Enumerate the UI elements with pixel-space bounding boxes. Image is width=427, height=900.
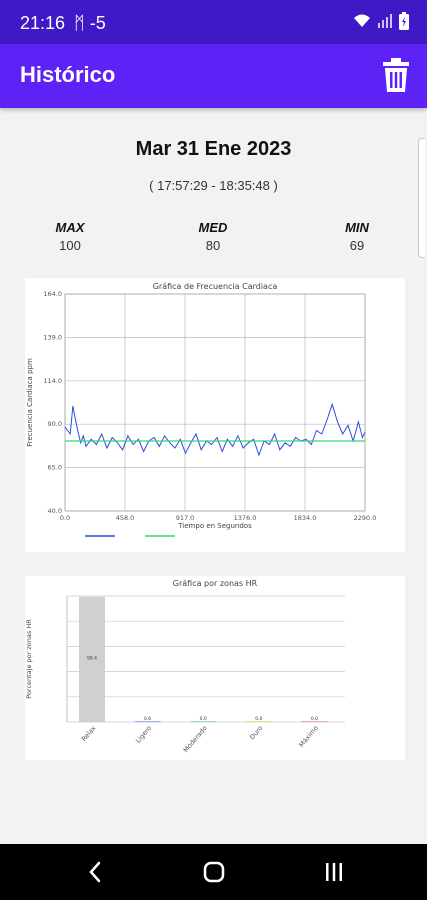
recent-apps-icon[interactable] xyxy=(319,858,349,886)
x-tick-label: 2290.0 xyxy=(354,514,377,522)
category-label: Máximo xyxy=(297,724,320,749)
status-bar: 21:16 ᛗ -5 xyxy=(0,0,427,44)
y-tick-label: 114.0 xyxy=(43,377,62,385)
session-time-range: ( 17:57:29 - 18:35:48 ) xyxy=(149,178,278,193)
bar-data-label: 0.0 xyxy=(311,716,318,722)
chart-title: Gráfica por zonas HR xyxy=(173,579,258,588)
heart-rate-chart-card: Gráfica de Frecuencia Cardiaca 0.0 458.0 91… xyxy=(25,278,405,552)
x-tick-label: 917.0 xyxy=(176,514,195,522)
stat-avg-value: 80 xyxy=(205,238,221,253)
y-tick-label: 40.0 xyxy=(48,507,62,515)
x-tick-label: 1834.0 xyxy=(294,514,317,522)
bar-data-label: 0.6 xyxy=(144,716,151,722)
stat-max-label: MAX xyxy=(55,220,85,235)
chart-title: Gráfica de Frecuencia Cardiaca xyxy=(153,282,278,291)
back-icon[interactable] xyxy=(80,858,110,886)
x-tick-label: 1376.0 xyxy=(234,514,257,522)
bar xyxy=(301,721,328,722)
hr-zones-chart: Gráfica por zonas HR Porcentaje por zonas… xyxy=(25,579,345,754)
bar-data-label: 99.4 xyxy=(87,655,97,661)
stat-min-label: MIN xyxy=(345,220,369,235)
plot-frame xyxy=(64,293,366,512)
category-label: Moderado xyxy=(182,724,209,754)
session-date: Mar 31 Ene 2023 xyxy=(135,138,292,160)
wifi-icon xyxy=(354,14,370,27)
x-tick-label: 0.0 xyxy=(60,514,70,522)
stat-avg-label: MED xyxy=(198,220,228,235)
bar xyxy=(190,721,217,722)
category-label: Ligero xyxy=(134,724,153,745)
stat-max: MAX 100 xyxy=(30,220,110,253)
bar xyxy=(245,721,272,722)
bar xyxy=(134,721,161,722)
x-tick-label: 458.0 xyxy=(116,514,135,522)
history-content[interactable]: Mar 31 Ene 2023 ( 17:57:29 - 18:35:48 ) … xyxy=(0,108,427,844)
y-tick-label: 90.0 xyxy=(48,420,62,428)
status-icons xyxy=(353,12,409,30)
y-tick-label: 65.0 xyxy=(48,464,62,472)
heart-rate-chart: Gráfica de Frecuencia Cardiaca 0.0 458.0 91… xyxy=(26,282,377,537)
status-extra: ᛗ -5 xyxy=(74,13,106,33)
scroll-indicator[interactable] xyxy=(418,138,425,258)
y-tick-label: 164.0 xyxy=(43,290,62,298)
home-icon[interactable] xyxy=(199,858,229,886)
bar-data-label: 0.0 xyxy=(255,716,262,722)
stat-max-value: 100 xyxy=(59,238,81,253)
bar-data-label: 0.0 xyxy=(200,716,207,722)
trash-icon[interactable] xyxy=(383,58,409,92)
stat-min-value: 69 xyxy=(349,238,365,253)
category-label: Duro xyxy=(248,724,264,741)
bar xyxy=(79,596,105,722)
page-title: Histórico xyxy=(20,62,116,87)
hr-zones-chart-card: Gráfica por zonas HR Porcentaje por zonas… xyxy=(25,576,405,760)
y-axis-label: Porcentaje por zonas HR xyxy=(25,619,33,699)
signal-icon xyxy=(378,14,392,28)
category-label: Relax xyxy=(80,724,98,743)
battery-icon xyxy=(399,12,409,30)
app-bar: Histórico xyxy=(0,44,427,108)
navigation-bar xyxy=(0,844,427,900)
heart-rate-series xyxy=(64,402,366,457)
status-time: 21:16 xyxy=(20,13,66,33)
stat-avg: MED 80 xyxy=(173,220,253,253)
y-tick-label: 139.0 xyxy=(43,333,62,341)
y-axis-label: Frecuencia Cardiaca ppm xyxy=(26,358,34,447)
stat-min: MIN 69 xyxy=(317,220,397,253)
x-axis-label: Tiempo en Segundos xyxy=(177,522,252,530)
